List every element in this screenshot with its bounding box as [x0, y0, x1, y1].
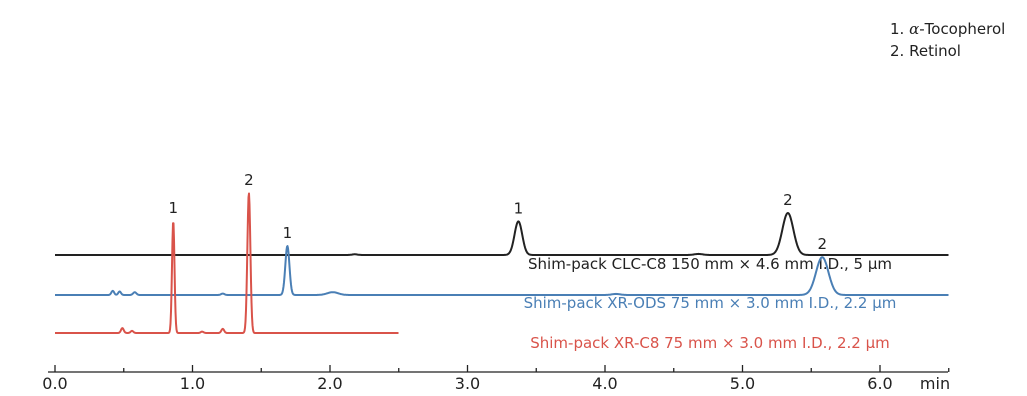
series-line: [54, 245, 949, 296]
x-tick-label: 5.0: [730, 374, 755, 392]
peak-legend-num: 2.: [890, 42, 905, 60]
x-tick-label: 1.0: [180, 374, 205, 392]
peak-label: 1: [283, 224, 293, 242]
x-tick-label: 4.0: [592, 374, 617, 392]
series-label: Shim-pack XR-C8 75 mm × 3.0 mm I.D., 2.2…: [530, 334, 890, 352]
peak-legend-num: 1.: [890, 20, 905, 38]
peak-label: 2: [818, 235, 828, 253]
series-line: [54, 212, 949, 256]
peak-legend-greek: α: [909, 20, 920, 38]
series-label: Shim-pack CLC-C8 150 mm × 4.6 mm I.D., 5…: [528, 255, 892, 273]
peak-legend-name: -Tocopherol: [919, 20, 1006, 38]
peak-legend-item-1: 1. α-Tocopherol: [890, 18, 1005, 40]
x-tick-label: 2.0: [317, 374, 342, 392]
x-tick-label: 0.0: [42, 374, 67, 392]
peak-legend-item-2: 2. Retinol: [890, 40, 1005, 62]
peak-label: 1: [169, 199, 179, 217]
series-label: Shim-pack XR-ODS 75 mm × 3.0 mm I.D., 2.…: [524, 294, 897, 312]
peak-legend-name: Retinol: [909, 42, 961, 60]
x-axis-unit: min: [920, 374, 950, 392]
x-tick-label: 3.0: [455, 374, 480, 392]
peak-label: 1: [514, 199, 524, 217]
x-tick-label: 6.0: [867, 374, 892, 392]
series-line: [54, 192, 399, 334]
peak-label: 2: [244, 171, 254, 189]
peak-legend: 1. α-Tocopherol 2. Retinol: [890, 18, 1005, 62]
peak-label: 2: [783, 191, 793, 209]
